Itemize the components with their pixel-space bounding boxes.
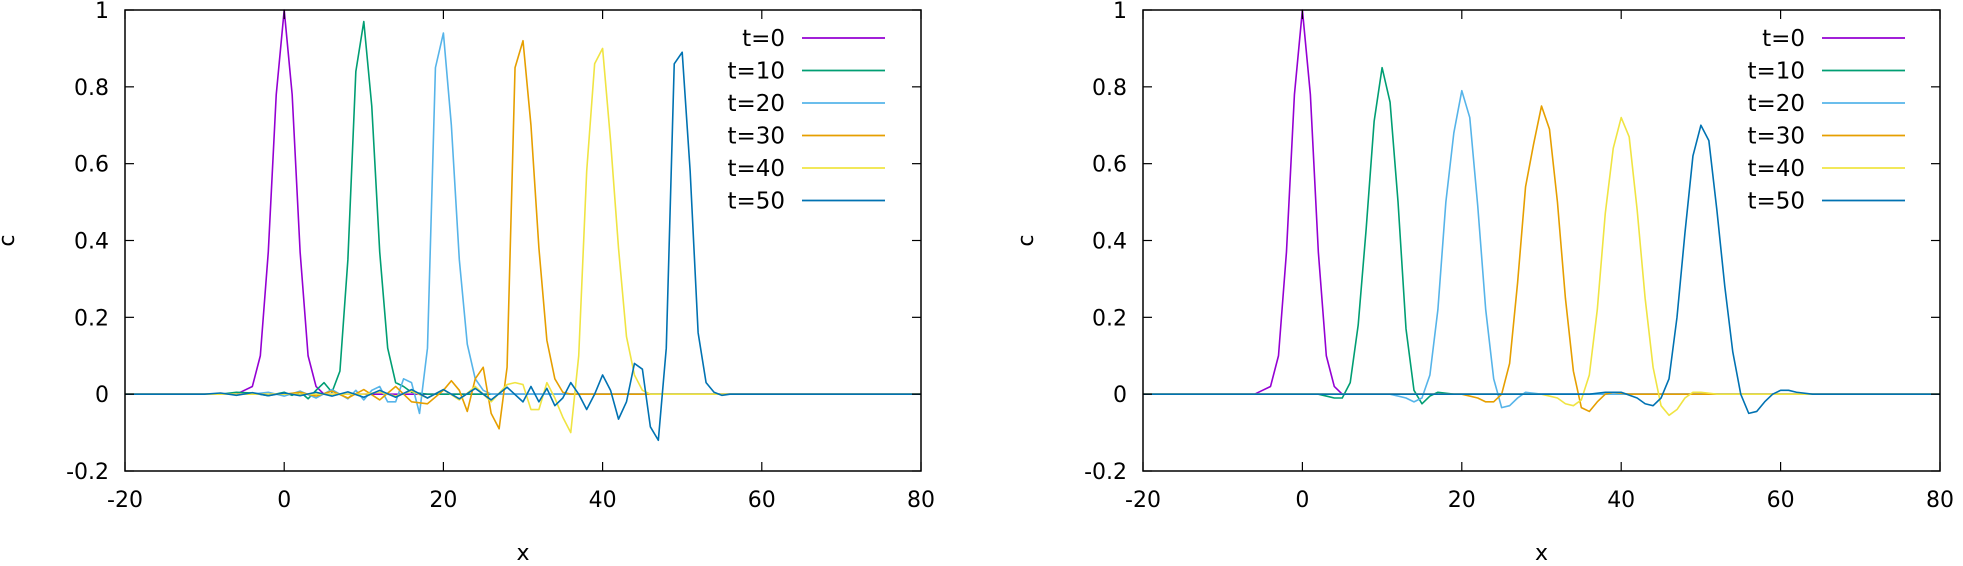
y-tick-label: -0.2 xyxy=(1084,460,1127,485)
y-tick-label: -0.2 xyxy=(66,460,109,485)
series-line-t-0 xyxy=(1143,9,1940,395)
y-axis-label: c xyxy=(1014,234,1039,246)
legend-label: t=50 xyxy=(727,189,785,215)
legend-label: t=40 xyxy=(1747,156,1805,182)
series-line-t-50 xyxy=(125,51,921,442)
x-tick-label: -20 xyxy=(1125,488,1161,513)
legend-label: t=30 xyxy=(1747,124,1805,150)
legend-label: t=0 xyxy=(742,26,785,52)
x-axis-label: x xyxy=(1535,541,1548,566)
series-line-t-30 xyxy=(125,39,921,430)
y-tick-label: 0.8 xyxy=(74,76,109,101)
series-line-t-10 xyxy=(125,20,921,400)
x-tick-label: 40 xyxy=(1607,488,1635,513)
y-tick-label: 0.6 xyxy=(1092,153,1127,178)
legend-label: t=10 xyxy=(1747,59,1805,85)
y-tick-label: 0.2 xyxy=(74,306,109,331)
x-axis-label: x xyxy=(516,541,529,566)
series-line-t-0 xyxy=(125,9,921,395)
legend-label: t=20 xyxy=(1747,91,1805,117)
right-plot: -0.2 0 0.2 0.4 0.6 0.8 1 -20 0 20 40 60 80 x c t=0 t=10 t… xyxy=(1014,0,1954,566)
x-tick-label: 60 xyxy=(748,488,776,513)
x-tick-label: 0 xyxy=(277,488,291,513)
y-tick-label: 0 xyxy=(1113,383,1127,408)
x-tick-label: -20 xyxy=(107,488,143,513)
legend-label: t=40 xyxy=(727,156,785,182)
legend-label: t=20 xyxy=(727,91,785,117)
legend-label: t=0 xyxy=(1762,26,1805,52)
x-tick-label: 40 xyxy=(589,488,617,513)
series-line-t-20 xyxy=(1143,89,1940,409)
series-line-t-30 xyxy=(1143,105,1940,413)
y-tick-label: 0 xyxy=(95,383,109,408)
y-tick-label: 0.8 xyxy=(1092,76,1127,101)
series-line-t-40 xyxy=(1143,116,1940,417)
x-tick-label: 60 xyxy=(1767,488,1795,513)
y-tick-label: 0.4 xyxy=(1092,230,1127,255)
legend-label: t=10 xyxy=(727,59,785,85)
y-tick-label: 0.6 xyxy=(74,153,109,178)
x-tick-label: 20 xyxy=(429,488,457,513)
x-tick-label: 80 xyxy=(1926,488,1954,513)
legend-label: t=30 xyxy=(727,124,785,150)
legend-label: t=50 xyxy=(1747,189,1805,215)
series-line-t-20 xyxy=(125,32,921,415)
y-tick-label: 1 xyxy=(1113,0,1127,24)
y-tick-label: 1 xyxy=(95,0,109,24)
plot-frame xyxy=(1142,9,1941,472)
series-line-t-40 xyxy=(125,47,921,434)
y-axis-label: c xyxy=(0,234,20,246)
x-tick-label: 20 xyxy=(1448,488,1476,513)
left-plot: -0.2 0 0.2 0.4 0.6 0.8 1 -20 0 20 40 60 80 x c t=0 t=10 t… xyxy=(0,0,935,566)
series-line-t-50 xyxy=(1143,124,1940,415)
x-tick-label: 80 xyxy=(907,488,935,513)
x-tick-label: 0 xyxy=(1295,488,1309,513)
y-tick-label: 0.4 xyxy=(74,230,109,255)
y-tick-label: 0.2 xyxy=(1092,306,1127,331)
series-line-t-10 xyxy=(1143,66,1940,405)
